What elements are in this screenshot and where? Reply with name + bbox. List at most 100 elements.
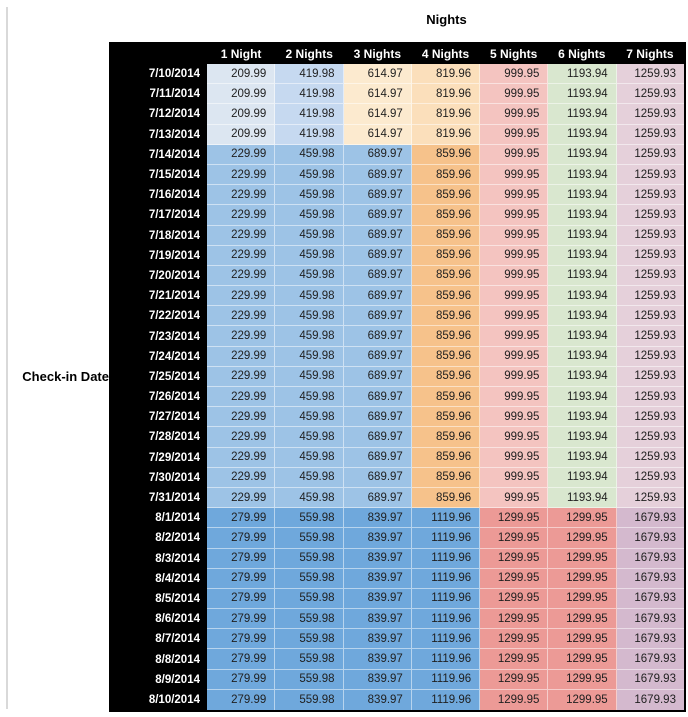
price-cell: 419.98 [275, 104, 344, 125]
table-row: 7/29/2014 229.99 459.98 689.97 859.96 999.95 1… [111, 447, 684, 468]
price-cell: 229.99 [207, 245, 276, 266]
price-cell: 999.95 [480, 104, 549, 125]
price-cell: 819.96 [411, 124, 481, 145]
price-cell: 689.97 [343, 205, 412, 226]
price-cell: 689.97 [343, 326, 412, 347]
price-cell: 1299.95 [480, 609, 549, 630]
price-cell: 1193.94 [548, 387, 617, 408]
price-cell: 1193.94 [548, 265, 617, 287]
price-cell: 839.97 [343, 568, 412, 589]
table-row: 7/17/2014 229.99 459.98 689.97 859.96 999.95 1… [111, 205, 684, 226]
price-cell: 614.97 [343, 64, 412, 85]
price-cell: 559.98 [275, 548, 344, 569]
table-row: 7/19/2014 229.99 459.98 689.97 859.96 999.95 1… [111, 245, 684, 266]
column-header: 4 Nights [421, 47, 470, 61]
price-cell: 1259.93 [616, 346, 684, 367]
price-cell: 999.95 [480, 346, 549, 367]
table-row: 7/25/2014 229.99 459.98 689.97 859.96 999.95 1… [111, 366, 684, 387]
price-cell: 209.99 [207, 64, 276, 85]
price-cell: 819.96 [411, 84, 481, 105]
price-cell: 1299.95 [548, 508, 617, 529]
price-cell: 459.98 [275, 467, 344, 488]
price-cell: 1119.96 [411, 568, 481, 589]
price-cell: 1299.95 [480, 568, 549, 589]
price-cell: 229.99 [207, 447, 276, 468]
date-cell: 7/20/2014 [111, 265, 207, 287]
price-cell: 689.97 [343, 245, 412, 266]
price-cell: 1193.94 [548, 124, 617, 145]
price-cell: 819.96 [411, 64, 481, 85]
price-cell: 279.99 [207, 669, 276, 690]
table-row: 8/4/2014 279.99 559.98 839.97 1119.96 1299.95… [111, 568, 684, 589]
price-cell: 859.96 [411, 245, 481, 266]
table-row: 7/18/2014 229.99 459.98 689.97 859.96 999.95 1… [111, 225, 684, 246]
price-cell: 1259.93 [616, 407, 684, 428]
price-cell: 1259.93 [616, 326, 684, 347]
date-cell: 8/10/2014 [111, 689, 207, 710]
price-cell: 859.96 [411, 225, 481, 246]
column-axis-title: Nights [426, 12, 467, 27]
price-cell: 999.95 [480, 427, 549, 448]
price-cell: 614.97 [343, 124, 412, 145]
price-cell: 839.97 [343, 609, 412, 630]
price-cell: 1193.94 [548, 447, 617, 468]
date-cell: 8/7/2014 [111, 629, 207, 650]
table-row: 8/10/2014 279.99 559.98 839.97 1119.96 1299.9… [111, 689, 684, 710]
price-cell: 459.98 [275, 185, 344, 206]
table-row: 7/16/2014 229.99 459.98 689.97 859.96 999.95 1… [111, 185, 684, 206]
table-row: 8/6/2014 279.99 559.98 839.97 1119.96 1299.95… [111, 609, 684, 630]
price-cell: 1679.93 [616, 568, 684, 589]
price-cell: 1193.94 [548, 84, 617, 105]
price-cell: 614.97 [343, 84, 412, 105]
price-cell: 999.95 [480, 64, 549, 85]
price-cell: 839.97 [343, 588, 412, 610]
price-cell: 689.97 [343, 164, 412, 186]
price-cell: 559.98 [275, 528, 344, 549]
price-cell: 1259.93 [616, 286, 684, 307]
price-cell: 229.99 [207, 144, 276, 165]
table-row: 7/10/2014 209.99 419.98 614.97 819.96 999.95 1… [111, 64, 684, 85]
price-cell: 1193.94 [548, 225, 617, 246]
price-cell: 1259.93 [616, 306, 684, 327]
price-cell: 689.97 [343, 427, 412, 448]
price-cell: 1299.95 [548, 528, 617, 549]
table-row: 7/26/2014 229.99 459.98 689.97 859.96 999.95 1… [111, 387, 684, 408]
date-cell: 7/18/2014 [111, 225, 207, 246]
date-cell: 7/31/2014 [111, 487, 207, 509]
date-cell: 7/14/2014 [111, 144, 207, 165]
price-cell: 859.96 [411, 407, 481, 428]
price-cell: 999.95 [480, 245, 549, 266]
price-cell: 1299.95 [548, 588, 617, 610]
price-cell: 1259.93 [616, 245, 684, 266]
table-row: 7/11/2014 209.99 419.98 614.97 819.96 999.95 1… [111, 84, 684, 105]
price-cell: 1299.95 [480, 548, 549, 569]
table-row: 7/31/2014 229.99 459.98 689.97 859.96 999.95 1… [111, 487, 684, 509]
price-cell: 559.98 [275, 588, 344, 610]
price-cell: 859.96 [411, 487, 481, 509]
price-cell: 229.99 [207, 306, 276, 327]
date-cell: 7/11/2014 [111, 84, 207, 105]
price-cell: 279.99 [207, 508, 276, 529]
price-cell: 1193.94 [548, 487, 617, 509]
price-cell: 1679.93 [616, 649, 684, 670]
price-cell: 1193.94 [548, 185, 617, 206]
price-cell: 999.95 [480, 124, 549, 145]
price-cell: 1259.93 [616, 487, 684, 509]
price-cell: 689.97 [343, 144, 412, 165]
price-cell: 1259.93 [616, 144, 684, 165]
price-cell: 459.98 [275, 447, 344, 468]
price-cell: 1193.94 [548, 286, 617, 307]
price-cell: 229.99 [207, 205, 276, 226]
price-cell: 859.96 [411, 346, 481, 367]
price-cell: 1299.95 [480, 588, 549, 610]
table-row: 8/5/2014 279.99 559.98 839.97 1119.96 1299.95… [111, 588, 684, 610]
price-cell: 859.96 [411, 306, 481, 327]
price-cell: 1259.93 [616, 64, 684, 85]
table-row: 7/24/2014 229.99 459.98 689.97 859.96 999.95 1… [111, 346, 684, 367]
table-row: 7/15/2014 229.99 459.98 689.97 859.96 999.95 1… [111, 164, 684, 186]
price-cell: 689.97 [343, 306, 412, 327]
date-cell: 7/12/2014 [111, 104, 207, 125]
table-row: 8/7/2014 279.99 559.98 839.97 1119.96 1299.95… [111, 629, 684, 650]
price-cell: 1193.94 [548, 64, 617, 85]
price-cell: 459.98 [275, 346, 344, 367]
